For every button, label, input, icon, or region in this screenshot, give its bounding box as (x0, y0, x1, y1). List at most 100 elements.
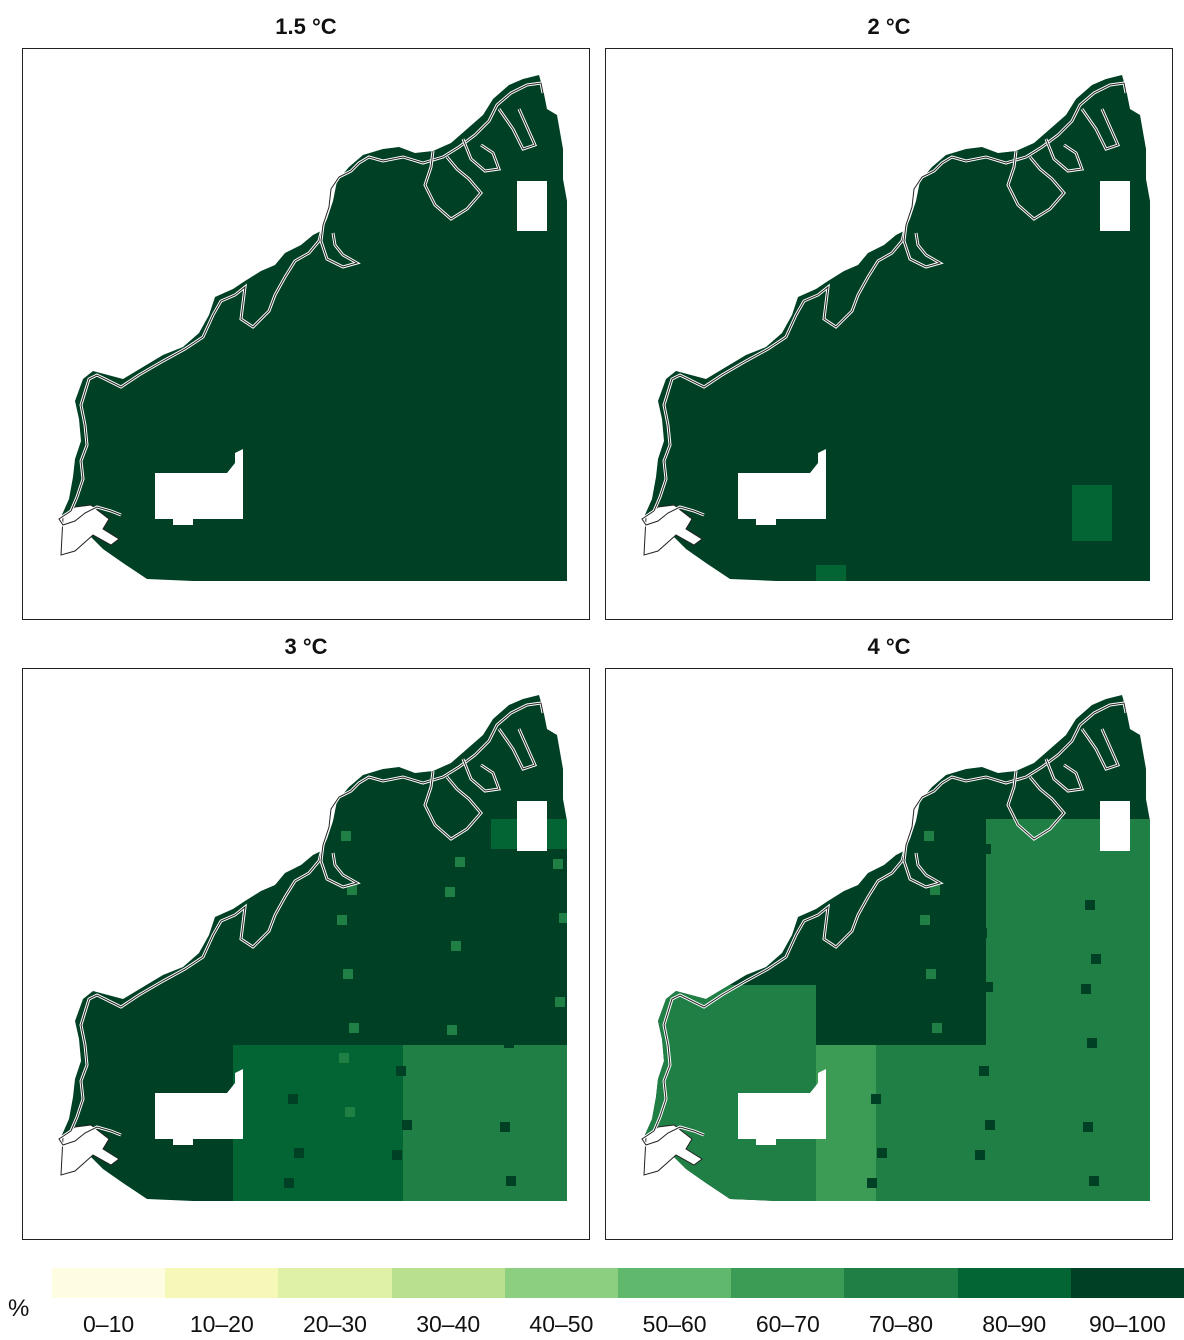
grid-cell (398, 844, 408, 854)
grid-cell (983, 982, 993, 992)
region-70-80 (986, 819, 1150, 1045)
grid-cell (1142, 913, 1150, 923)
grid-cell (1036, 1079, 1046, 1089)
grid-cell (400, 982, 410, 992)
legend-unit: % (8, 1295, 30, 1322)
grid-cell (1085, 900, 1095, 910)
peninsula-outline (643, 1124, 703, 1176)
land-area (644, 75, 1150, 581)
grid-cell (392, 1150, 402, 1160)
grid-cell (1030, 1025, 1040, 1035)
no-data-area (738, 1069, 826, 1139)
legend-swatch (618, 1268, 732, 1298)
no-data-area (517, 801, 547, 851)
grid-cell (390, 1012, 400, 1022)
grid-cell (1028, 887, 1038, 897)
grid-cell (1138, 997, 1148, 1007)
grid-cell (396, 1066, 406, 1076)
legend-swatch (844, 1268, 958, 1298)
no-data-area (155, 449, 243, 519)
grid-cell (561, 1051, 567, 1061)
grid-cell (875, 1010, 885, 1020)
grid-cell (341, 831, 351, 841)
grid-cell (926, 969, 936, 979)
panel-title-3c: 3 °C (284, 634, 328, 659)
grid-cell (345, 1107, 355, 1117)
no-data-area (517, 181, 547, 231)
legend-label: 80–90 (982, 1311, 1047, 1337)
legend-label: 0–10 (83, 1311, 135, 1337)
grid-cell (826, 829, 836, 839)
legend-label: 40–50 (529, 1311, 594, 1337)
grid-cell (920, 915, 930, 925)
panel-title-1-5c: 1.5 °C (275, 14, 337, 39)
grid-cell (922, 1053, 932, 1063)
legend-swatch (52, 1268, 166, 1298)
map-svg (606, 49, 1150, 581)
map-panel-3c (22, 668, 590, 1240)
grid-cell (449, 1163, 459, 1173)
grid-cell (973, 1012, 983, 1022)
no-data-area (173, 1139, 193, 1145)
grid-cell (506, 1176, 516, 1186)
legend-swatch (957, 1268, 1071, 1298)
land-area (61, 75, 567, 581)
no-data-area (173, 519, 193, 525)
grid-cell (1081, 984, 1091, 994)
map-svg (606, 669, 1150, 1201)
no-data-area (23, 669, 323, 809)
no-data-area (738, 449, 826, 519)
no-data-area (1100, 181, 1130, 231)
grid-cell (339, 1053, 349, 1063)
peninsula-outline (643, 504, 703, 556)
grid-cell (1034, 941, 1044, 951)
grid-cell (243, 829, 253, 839)
grid-cell (498, 984, 508, 994)
panel-title-2c: 2 °C (867, 14, 911, 39)
grid-cell (451, 941, 461, 951)
grid-cell (453, 1079, 463, 1089)
grid-cell (290, 872, 300, 882)
grid-cell (343, 969, 353, 979)
legend-swatch (391, 1268, 505, 1298)
grid-cell (877, 1148, 887, 1158)
legend-label: 50–60 (642, 1311, 707, 1337)
grid-cell (292, 1010, 302, 1020)
grid-cell (1032, 1163, 1042, 1173)
legend-labels: 0–10 10–20 20–30 30–40 40–50 50–60 60–70 70–80 8… (52, 1310, 1184, 1338)
grid-cell (445, 887, 455, 897)
peninsula-outline (60, 1124, 120, 1176)
grid-cell (555, 997, 565, 1007)
no-data-area (606, 669, 906, 809)
legend-label: 90–100 (1089, 1311, 1166, 1337)
grid-cell (1134, 1081, 1144, 1091)
grid-cell (975, 1150, 985, 1160)
legend-swatch (731, 1268, 845, 1298)
grid-cell (981, 844, 991, 854)
no-data-area (756, 1139, 776, 1145)
grid-cell (394, 928, 404, 938)
no-data-area (1100, 801, 1130, 851)
map-svg (23, 49, 567, 581)
legend-color-bar (52, 1268, 1184, 1298)
grid-cell (1136, 859, 1146, 869)
grid-cell (288, 1094, 298, 1104)
no-data-area (23, 49, 323, 189)
map-panel-4c (605, 668, 1173, 1240)
grid-cell (551, 1081, 561, 1091)
grid-cell (932, 1023, 942, 1033)
grid-cell (1038, 857, 1048, 867)
grid-cell (985, 1120, 995, 1130)
no-data-area (756, 519, 776, 525)
grid-cell (1091, 954, 1101, 964)
no-data-area (155, 1069, 243, 1139)
grid-cell (286, 956, 296, 966)
legend-label: 20–30 (303, 1311, 367, 1337)
map-panel-2c (605, 48, 1173, 620)
grid-cell (500, 1122, 510, 1132)
legend-label: 30–40 (416, 1311, 481, 1337)
grid-cell (553, 859, 563, 869)
grid-cell (871, 1094, 881, 1104)
grid-cell (1083, 1122, 1093, 1132)
legend-label: 60–70 (755, 1311, 820, 1337)
